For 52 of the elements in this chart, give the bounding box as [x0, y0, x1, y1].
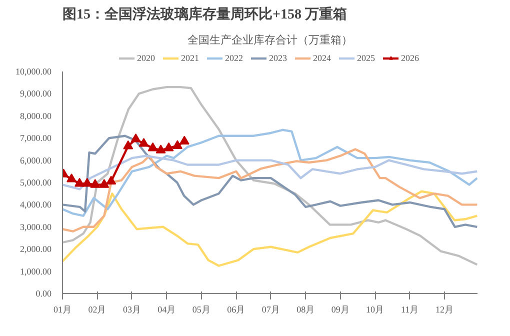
legend-label: 2022: [225, 53, 244, 63]
point: [66, 173, 77, 182]
point: [99, 179, 110, 188]
x-tick-label: 06月: [227, 304, 246, 314]
y-tick-label: 5,000.00: [20, 178, 52, 188]
x-tick-label: 01月: [54, 304, 72, 314]
point: [179, 136, 190, 145]
point: [74, 178, 85, 187]
y-tick-label: 4,000.00: [20, 200, 52, 210]
y-tick-label: 10,000.00: [16, 66, 52, 76]
x-tick-label: 12月: [436, 304, 454, 314]
y-tick-label: 1,000.00: [20, 266, 52, 276]
point: [164, 142, 174, 152]
line-series: [62, 148, 478, 232]
x-tick-label: 03月: [122, 304, 141, 314]
legend-label: 2025: [357, 53, 376, 63]
y-tick-label: 7,000.00: [20, 133, 52, 144]
line-series: [62, 128, 478, 217]
x-tick-label: 10月: [366, 304, 384, 314]
x-tick-label: 07月: [262, 304, 280, 314]
y-tick-label: 6,000.00: [20, 155, 52, 166]
point: [82, 178, 92, 187]
legend-label: 2024: [313, 53, 332, 63]
y-tick-label: 2,000.00: [20, 244, 52, 254]
y-tick-label: 3,000.00: [20, 222, 52, 232]
chart-title: 图15：全国浮法玻璃库存量周环比+158 万重箱: [62, 6, 347, 22]
chart-subtitle: 全国生产企业库存合计（万重箱）: [188, 34, 352, 46]
legend-label: 2020: [137, 53, 156, 63]
legend-label: 2026: [401, 53, 420, 63]
line-series: [62, 86, 478, 266]
point: [123, 140, 134, 150]
line-series: [62, 190, 478, 267]
legend-label: 2021: [181, 53, 200, 63]
point: [90, 179, 100, 188]
y-tick-label: 9,000.00: [20, 88, 52, 99]
point: [138, 138, 149, 147]
point: [156, 144, 166, 154]
y-tick-label: 8,000.00: [20, 110, 52, 121]
y-tick-label: 0.00: [36, 288, 52, 298]
x-tick-label: 05月: [192, 304, 210, 314]
x-tick-label: 11月: [400, 304, 419, 314]
point: [172, 140, 182, 149]
x-tick-label: 04月: [158, 304, 176, 314]
x-tick-label: 09月: [331, 304, 350, 314]
point: [130, 134, 141, 142]
point: [148, 142, 158, 152]
x-tick-label: 02月: [88, 304, 106, 314]
x-tick-label: 08月: [296, 304, 315, 314]
point: [106, 176, 116, 184]
legend-label: 2023: [269, 53, 288, 63]
line-series: [62, 134, 478, 228]
line-series: [62, 154, 478, 190]
